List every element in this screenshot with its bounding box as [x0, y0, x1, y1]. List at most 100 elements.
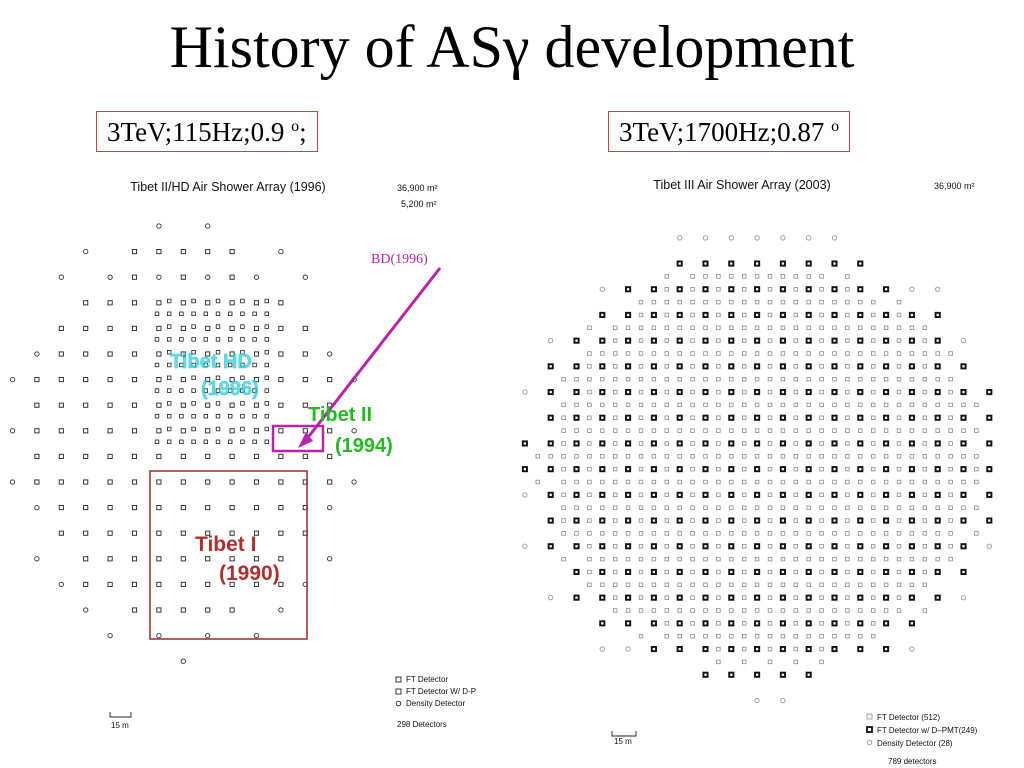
ft-dpmt-detector: [934, 363, 941, 370]
ft-dpmt-detector: [754, 594, 761, 601]
ft-detector: [180, 377, 186, 383]
ft-dpmt-detector: [676, 414, 683, 421]
ft-dpmt-detector: [831, 311, 838, 319]
ft-detector: [535, 454, 540, 459]
ft-dpmt-detector: [857, 620, 864, 627]
hd-detector: [179, 337, 184, 342]
ft-detector: [180, 581, 186, 587]
hd-detector: [264, 426, 269, 432]
ft-dpmt-detector: [883, 517, 890, 524]
hd-detector: [215, 439, 221, 444]
hd-detector: [252, 439, 257, 444]
hd-detector: [215, 413, 221, 419]
ft-detector: [131, 274, 138, 280]
ft-dpmt-detector: [754, 491, 761, 498]
density-detector: [302, 274, 308, 280]
hd-detector: [166, 324, 172, 329]
ft-detector: [961, 454, 966, 459]
ft-detector: [935, 556, 940, 562]
ft-detector: [716, 556, 721, 562]
right-legend-ft-symbol: [866, 713, 873, 720]
ft-dpmt-detector: [857, 543, 864, 550]
ft-dpmt-detector: [779, 671, 786, 678]
ft-dpmt-detector: [625, 568, 632, 575]
ft-detector: [935, 402, 940, 408]
ft-detector: [742, 518, 747, 523]
ft-detector: [156, 351, 162, 357]
ft-detector: [58, 428, 64, 434]
ft-detector: [664, 325, 669, 330]
ft-dpmt-detector: [934, 568, 941, 575]
ft-detector: [716, 466, 721, 472]
ft-detector: [107, 351, 113, 357]
ft-detector: [561, 492, 566, 498]
ft-dpmt-detector: [625, 543, 632, 550]
ft-detector: [742, 505, 747, 510]
left-spec-box: 3TeV;115Hz;0.9 o;: [96, 111, 318, 153]
ft-dpmt-detector: [599, 568, 606, 575]
ft-dpmt-detector: [599, 414, 606, 421]
ft-detector: [922, 544, 927, 549]
ft-dpmt-detector: [908, 311, 915, 319]
ft-detector: [896, 364, 902, 369]
ft-dpmt-detector: [676, 568, 683, 575]
ft-detector: [156, 300, 162, 306]
ft-detector: [703, 634, 708, 639]
ft-dpmt-detector: [521, 440, 528, 447]
ft-detector: [156, 249, 162, 255]
ft-detector: [819, 364, 824, 369]
hd-detector: [191, 349, 196, 355]
ft-detector: [806, 402, 811, 408]
ft-detector: [767, 492, 773, 498]
ft-detector: [625, 505, 631, 510]
density-detector: [83, 248, 89, 255]
ft-detector: [832, 531, 837, 536]
ft-detector: [793, 441, 798, 446]
ft-detector: [690, 338, 695, 343]
ft-detector: [793, 287, 798, 292]
ft-detector: [742, 376, 747, 382]
ft-detector: [974, 466, 979, 472]
ft-dpmt-detector: [676, 646, 683, 653]
ft-detector: [651, 325, 657, 330]
ft-detector: [690, 428, 695, 433]
ft-detector: [767, 659, 773, 665]
ft-detector: [793, 531, 798, 536]
ft-detector: [793, 492, 798, 498]
ft-detector: [651, 428, 657, 433]
ft-dpmt-detector: [857, 260, 864, 267]
ft-detector: [690, 634, 695, 639]
ft-detector: [278, 530, 284, 536]
ft-detector: [703, 299, 708, 305]
ft-dpmt-detector: [831, 620, 838, 627]
ft-dpmt-detector: [625, 491, 632, 498]
ft-detector: [922, 505, 927, 510]
ft-dpmt-detector: [779, 517, 786, 524]
ft-dpmt-detector: [805, 363, 812, 370]
ft-detector: [754, 608, 760, 613]
ft-detector: [638, 402, 644, 408]
ft-dpmt-detector: [986, 440, 993, 447]
ft-dpmt-detector: [805, 491, 812, 498]
ft-detector: [832, 299, 837, 305]
ft-detector: [806, 608, 811, 613]
ft-detector: [690, 544, 695, 549]
ft-dpmt-detector: [960, 543, 967, 550]
ft-detector: [793, 608, 798, 613]
ft-detector: [638, 544, 644, 549]
density-detector: [156, 632, 162, 639]
density-detector: [83, 607, 89, 613]
density-detector: [205, 274, 211, 280]
hd-detector: [264, 401, 269, 406]
ft-detector: [742, 454, 747, 459]
ft-detector: [638, 389, 644, 395]
ft-detector: [58, 377, 64, 383]
ft-detector: [278, 351, 284, 357]
ft-detector: [793, 634, 798, 639]
legend-ft-dpmt-symbol: [395, 688, 402, 695]
ft-detector: [131, 530, 138, 536]
density-detector: [156, 223, 162, 229]
ft-detector: [587, 415, 592, 420]
ft-detector: [638, 518, 644, 523]
ft-detector: [767, 531, 773, 536]
